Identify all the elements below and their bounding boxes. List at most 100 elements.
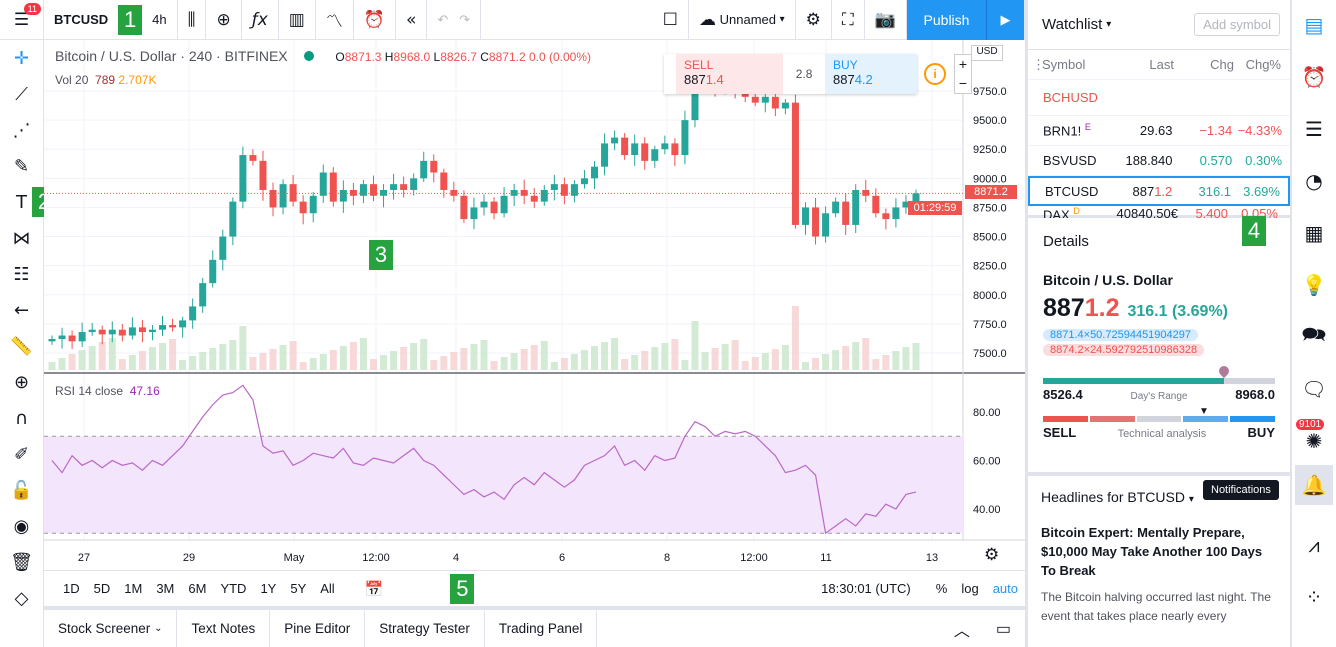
chart-settings-icon[interactable]: ⚙ [984,545,1000,565]
add-symbol-button[interactable]: Add symbol [1194,13,1280,36]
zoom-controls[interactable]: + − [954,54,972,94]
hotlist-icon[interactable]: ◔ [1305,169,1323,193]
chats-icon[interactable]: 🗨 [1301,377,1327,401]
compare-button[interactable]: ⊕ [206,0,242,40]
data-window-icon[interactable]: ⩘ [1308,533,1320,557]
text-tool[interactable]: T2 [0,184,56,220]
tab-text-notes[interactable]: Text Notes [177,610,271,647]
candle-body [269,189,277,208]
publish-button[interactable]: Publish [907,0,987,40]
more-tool[interactable]: ◇ [0,580,43,616]
streams-icon[interactable]: ✺ 9101 [1292,419,1336,461]
buy-price-tail: 4.2 [854,72,873,87]
redo-icon[interactable]: ↷ [459,11,471,27]
zoom-tool[interactable]: ⊕ [0,364,43,400]
volume-bar [209,348,217,370]
col-chgpct[interactable]: Chg% [1245,57,1281,72]
ta-label[interactable]: Technical analysis [1117,428,1207,440]
calendar-icon[interactable]: ▦ [1304,221,1324,245]
range-5d[interactable]: 5D [93,581,111,596]
indicators-button[interactable]: ƒx [242,0,279,40]
fib-tool[interactable]: ⋰ [0,112,43,148]
tab-trading-panel[interactable]: Trading Panel [485,610,598,647]
headline[interactable]: Bitcoin Expert: Mentally Prepare, $10,00… [1041,525,1263,578]
chat-icon[interactable]: 🗪 [1301,322,1327,346]
news-icon[interactable]: ☰ [1305,117,1323,141]
plus-icon[interactable]: + [958,56,968,72]
stay-drawing-tool[interactable]: ✐ [0,436,43,472]
chart-canvas[interactable]: 9750.0 9500.0 9250.0 9000.0 8750.0 8500.0 8250… [44,40,1025,570]
range-5y[interactable]: 5Y [290,581,307,596]
crosshair-tool[interactable]: ✛ [0,40,43,76]
order-book-icon[interactable]: ⁘ [1305,585,1323,609]
col-chg[interactable]: Chg [1210,57,1234,72]
candle-body [460,195,468,220]
chart-area[interactable]: 9750.0 9500.0 9250.0 9000.0 8750.0 8500.0 8250… [44,40,1025,570]
play-button[interactable]: ▶ [987,0,1025,40]
maximize-panel-icon[interactable]: ▭ [995,620,1011,638]
candle-body [159,325,167,330]
watchlist-section[interactable]: BCHUSD [1028,80,1290,116]
save-layout-button[interactable]: ☁ Unnamed ▾ [689,0,796,40]
minus-icon[interactable]: − [958,75,968,91]
visibility-tool[interactable]: ◉ [0,508,43,544]
range-1m[interactable]: 1M [124,581,143,596]
range-all[interactable]: All [320,581,335,596]
col-symbol[interactable]: Symbol [1042,57,1086,72]
chart-type-button[interactable]: ⫼ [178,0,207,40]
tab-strategy-tester[interactable]: Strategy Tester [365,610,485,647]
trendline-tool[interactable]: ⟋ [0,76,43,112]
range-6m[interactable]: 6M [188,581,207,596]
range-3m[interactable]: 3M [156,581,175,596]
range-1d[interactable]: 1D [63,581,80,596]
settings-button[interactable]: ⚙ [796,0,832,40]
watchlist-row-selected[interactable]: BTCUSD 8871.2 316.1 3.69% [1028,176,1290,206]
col-last[interactable]: Last [1149,57,1174,72]
watchlist-row[interactable]: BRN1! E 29.63 −1.34 −4.33% [1028,116,1290,146]
date-range-icon[interactable]: 📅 [364,580,384,598]
info-icon[interactable]: i [924,63,946,85]
sell-button[interactable]: SELL 8871.4 [676,54,784,94]
lock-tool[interactable]: 🔓 [0,472,43,508]
auto-toggle[interactable]: auto [992,581,1018,596]
collapse-panel-icon[interactable]: ︿ [953,622,970,640]
replay-button[interactable]: « [396,0,428,40]
snapshot-button[interactable]: 📷 [865,0,907,40]
watchlist-row[interactable]: BSVUSD 188.840 0.570 0.30% [1028,146,1290,176]
interval-button[interactable]: 4h [142,0,178,40]
magnet-tool[interactable]: ∩ [0,400,43,436]
brush-tool[interactable]: ✎ [0,148,43,184]
ruler-tool[interactable]: 📏 [0,328,43,364]
percent-toggle[interactable]: % [935,581,948,596]
clock-time[interactable]: 18:30:01 (UTC) [821,581,911,596]
alert-button[interactable]: ⏰ [354,0,396,40]
undo-redo[interactable]: ↶ ↷ [427,0,482,40]
tab-pine-editor[interactable]: Pine Editor [270,610,366,647]
buy-button[interactable]: BUY 8874.2 [825,54,917,94]
ideas-icon[interactable]: 💡 [1301,273,1327,297]
candle-body [761,96,769,103]
tab-stock-screener[interactable]: Stock Screener ⌄ [44,610,178,647]
symbol-search[interactable]: BTCUSD [54,12,109,27]
fullscreen-button[interactable]: ⛶ [832,0,865,40]
range-ytd[interactable]: YTD [220,581,247,596]
more-dots-icon[interactable]: ⋮ [1032,56,1045,72]
log-toggle[interactable]: log [961,581,979,596]
range-1y[interactable]: 1Y [260,581,277,596]
alarm-icon[interactable]: ⏰ [1301,65,1327,89]
delete-tool[interactable]: 🗑 [0,544,43,580]
chevron-down-icon: ⌄ [154,623,163,634]
layout-button[interactable]: ☐ [653,0,690,40]
notifications-bell-icon[interactable]: 🔔 [1295,465,1333,505]
headlines-title[interactable]: Headlines for BTCUSD ▾ [1028,476,1290,505]
currency-label[interactable]: USD [971,45,1003,61]
templates-button[interactable]: 〽 [316,0,354,40]
pattern-tool[interactable]: ⋈ [0,220,43,256]
back-arrow-tool[interactable]: ← [0,292,43,328]
prediction-tool[interactable]: ☷ [0,256,43,292]
undo-icon[interactable]: ↶ [437,11,449,27]
watchlist-icon[interactable]: ▤ [1304,13,1324,37]
menu-button[interactable]: ☰ 11 [0,0,44,40]
financials-button[interactable]: ▥ [279,0,316,40]
watchlist-title[interactable]: Watchlist [1042,16,1103,33]
